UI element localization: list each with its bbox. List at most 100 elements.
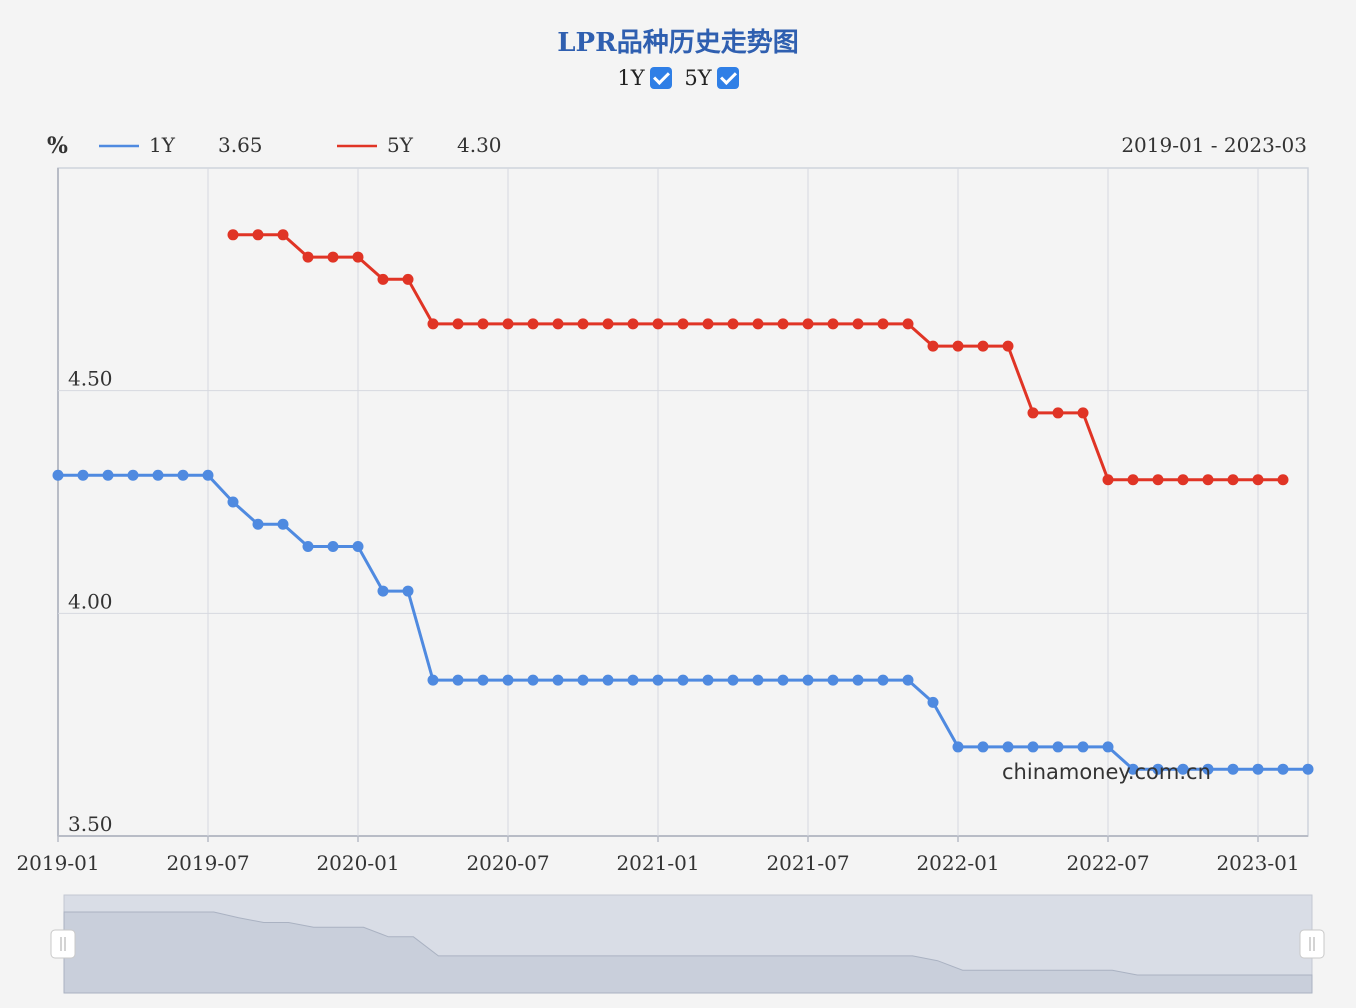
data-point	[1177, 763, 1189, 775]
data-point	[402, 585, 414, 597]
x-axis-ticks: 2019-01 2019-07 2020-01 2020-07 2021-01 2021-…	[16, 836, 1300, 875]
data-point	[452, 318, 464, 330]
data-point	[727, 318, 739, 330]
chart-grid	[57, 167, 1309, 837]
data-point	[1227, 474, 1239, 486]
toggle-5y[interactable]: 5Y	[684, 66, 739, 90]
data-point	[1252, 474, 1264, 486]
x-tick-label: 2020-07	[466, 851, 549, 875]
data-point	[902, 318, 914, 330]
data-point	[1152, 763, 1164, 775]
series-toggles: 1Y 5Y	[0, 66, 1356, 90]
legend-1y-name: 1Y	[149, 133, 176, 157]
x-tick-label: 2022-07	[1066, 851, 1149, 875]
zoom-handle-left[interactable]	[50, 929, 76, 959]
data-point	[1052, 741, 1064, 753]
data-point	[127, 469, 139, 481]
data-point	[77, 469, 89, 481]
chart-series	[52, 229, 1314, 775]
data-point	[1177, 474, 1189, 486]
data-point	[627, 318, 639, 330]
checkbox-checked-icon[interactable]	[716, 67, 739, 89]
data-point	[577, 674, 589, 686]
data-point	[677, 318, 689, 330]
data-point	[877, 674, 889, 686]
data-point	[252, 518, 264, 530]
data-point	[1202, 763, 1214, 775]
data-point	[927, 696, 939, 708]
data-point	[727, 674, 739, 686]
data-point	[1152, 474, 1164, 486]
data-point	[377, 273, 389, 285]
data-point	[402, 273, 414, 285]
data-point	[952, 340, 964, 352]
data-point	[327, 251, 339, 263]
zoom-handle-right[interactable]	[1299, 929, 1325, 959]
data-point	[377, 585, 389, 597]
data-point	[927, 340, 939, 352]
data-point	[152, 469, 164, 481]
data-point	[277, 229, 289, 241]
x-tick-label: 2022-01	[916, 851, 999, 875]
data-point	[552, 318, 564, 330]
data-point	[802, 674, 814, 686]
data-point	[1002, 741, 1014, 753]
data-point	[202, 469, 214, 481]
checkbox-checked-icon[interactable]	[649, 67, 672, 89]
data-point	[1052, 407, 1064, 419]
legend-5y-value: 4.30	[457, 133, 502, 157]
data-point	[627, 674, 639, 686]
plot-frame	[57, 167, 1309, 837]
series-1y	[52, 469, 1314, 775]
data-point	[477, 318, 489, 330]
zoom-preview-area	[63, 911, 1313, 994]
y-tick-label: 4.00	[68, 589, 113, 613]
data-point	[952, 741, 964, 753]
x-tick-label: 2019-01	[16, 851, 99, 875]
data-point	[227, 496, 239, 508]
data-point	[527, 674, 539, 686]
data-point	[802, 318, 814, 330]
x-tick-label: 2023-01	[1216, 851, 1299, 875]
y-tick-label: 3.50	[68, 812, 113, 836]
data-point	[1302, 763, 1314, 775]
toggle-1y-label: 1Y	[617, 66, 645, 90]
data-point	[102, 469, 114, 481]
data-point	[252, 229, 264, 241]
data-point	[602, 318, 614, 330]
unit-label: %	[47, 133, 68, 159]
data-point	[1102, 474, 1114, 486]
data-point	[1077, 741, 1089, 753]
data-point	[1252, 763, 1264, 775]
data-point	[702, 318, 714, 330]
data-point	[1027, 407, 1039, 419]
data-point	[677, 674, 689, 686]
data-point	[777, 318, 789, 330]
legend-1y-value: 3.65	[218, 133, 263, 157]
data-point	[1277, 474, 1289, 486]
data-point	[827, 318, 839, 330]
data-point	[227, 229, 239, 241]
data-point	[1102, 741, 1114, 753]
x-tick-label: 2019-07	[166, 851, 249, 875]
data-point	[302, 541, 314, 553]
data-point	[777, 674, 789, 686]
data-point	[977, 340, 989, 352]
toggle-1y[interactable]: 1Y	[617, 66, 672, 90]
data-point	[302, 251, 314, 263]
data-point	[852, 318, 864, 330]
data-point	[652, 318, 664, 330]
data-point	[902, 674, 914, 686]
data-zoom-slider[interactable]	[50, 894, 1325, 994]
x-tick-label: 2020-01	[316, 851, 399, 875]
data-point	[1127, 474, 1139, 486]
data-point	[427, 674, 439, 686]
series-line-1y	[58, 473, 1308, 771]
x-tick-label: 2021-07	[766, 851, 849, 875]
data-point	[502, 674, 514, 686]
data-point	[977, 741, 989, 753]
toggle-5y-label: 5Y	[684, 66, 712, 90]
data-point	[752, 318, 764, 330]
data-point	[1202, 474, 1214, 486]
data-point	[177, 469, 189, 481]
